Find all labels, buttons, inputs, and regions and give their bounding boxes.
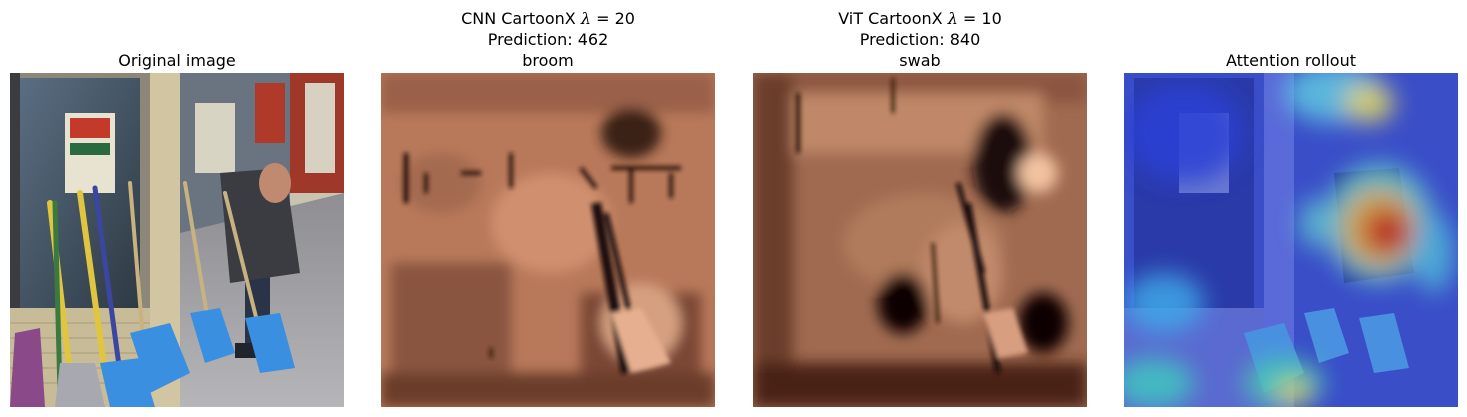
- title-line-prediction: Prediction: 840: [859, 30, 981, 49]
- panel-original: Original image: [10, 0, 344, 417]
- cnn-cartoonx-image: [381, 73, 715, 407]
- lambda-symbol: λ: [580, 9, 591, 28]
- title-line: Attention rollout: [1225, 51, 1357, 70]
- panel-title: Original image: [0, 50, 374, 71]
- lambda-symbol: λ: [947, 9, 958, 28]
- panel-title: CNN CartoonX λ = 20 Prediction: 462 broo…: [351, 8, 745, 71]
- attention-rollout-image: [1124, 73, 1458, 407]
- lambda-value: = 20: [591, 9, 635, 28]
- panel-title: Attention rollout: [1094, 50, 1467, 71]
- title-line-class: broom: [522, 51, 574, 70]
- title-line: Original image: [118, 51, 236, 70]
- lambda-value: = 10: [957, 9, 1002, 28]
- original-photo: [10, 73, 344, 407]
- title-line-model: ViT CartoonX λ = 10: [723, 8, 1117, 29]
- title-line-prediction: Prediction: 462: [487, 30, 609, 49]
- panel-cnn-cartoonx: CNN CartoonX λ = 20 Prediction: 462 broo…: [381, 0, 715, 417]
- title-line-class: swab: [899, 51, 941, 70]
- vit-cartoonx-image: [753, 73, 1087, 407]
- panel-attention-rollout: Attention rollout: [1124, 0, 1458, 417]
- panel-title: ViT CartoonX λ = 10 Prediction: 840 swab: [723, 8, 1117, 71]
- panel-vit-cartoonx: ViT CartoonX λ = 10 Prediction: 840 swab: [753, 0, 1087, 417]
- title-prefix: ViT CartoonX: [838, 9, 948, 28]
- title-line-model: CNN CartoonX λ = 20: [351, 8, 745, 29]
- title-prefix: CNN CartoonX: [461, 9, 581, 28]
